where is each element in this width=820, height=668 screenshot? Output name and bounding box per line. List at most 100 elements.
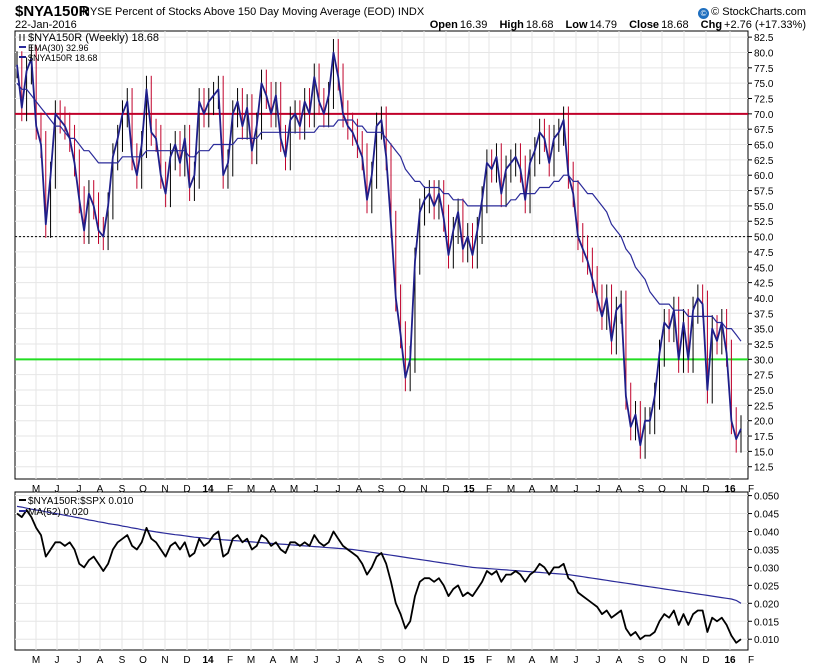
close-label: Close	[629, 19, 660, 31]
x-tick-label: J	[314, 484, 319, 495]
y-tick-label: 50.0	[754, 233, 774, 244]
y-tick-label: 75.0	[754, 79, 774, 90]
x-tick-label: F	[227, 484, 233, 495]
x-tick-label: O	[398, 655, 406, 666]
y-tick-label: 0.025	[754, 581, 779, 592]
x-tick-label: D	[702, 484, 709, 495]
copyright: © © StockCharts.com	[698, 6, 806, 19]
x-tick-label: A	[356, 655, 363, 666]
y-tick-label: 17.5	[754, 432, 774, 443]
x-tick-label: M	[32, 655, 40, 666]
x-tick-label: J	[55, 484, 60, 495]
x-tick-label: J	[77, 484, 82, 495]
x-tick-label: A	[529, 655, 536, 666]
x-tick-label: A	[356, 484, 363, 495]
y-tick-label: 0.035	[754, 545, 779, 556]
x-tick-label: 15	[463, 484, 475, 495]
x-tick-label: O	[658, 655, 666, 666]
x-tick-label: S	[378, 655, 385, 666]
y-tick-label: 0.020	[754, 599, 779, 610]
open-value: 16.39	[459, 19, 488, 31]
y-tick-label: 57.5	[754, 187, 774, 198]
x-tick-label: 14	[202, 655, 214, 666]
x-tick-label: M	[247, 655, 255, 666]
x-tick-label: J	[574, 484, 579, 495]
y-tick-label: 15.0	[754, 447, 774, 458]
x-tick-label: M	[32, 484, 40, 495]
low-label: Low	[565, 19, 588, 31]
x-tick-label: M	[507, 655, 515, 666]
y-tick-label: 0.015	[754, 617, 779, 628]
x-tick-label: J	[336, 655, 341, 666]
legend-entry: $NYA150R:$SPX 0.010	[28, 496, 134, 507]
x-tick-label: S	[638, 655, 645, 666]
x-tick-label: F	[486, 655, 492, 666]
legend-entry: $NYA150R (Weekly) 18.68	[28, 32, 159, 44]
x-tick-label: J	[596, 655, 601, 666]
x-tick-label: F	[486, 484, 492, 495]
y-tick-label: 0.050	[754, 492, 779, 503]
y-tick-label: 72.5	[754, 95, 774, 106]
x-tick-label: D	[183, 655, 190, 666]
chart-symbol: $NYA150R	[15, 3, 90, 20]
y-tick-label: 45.0	[754, 263, 774, 274]
x-tick-label: J	[574, 655, 579, 666]
x-tick-label: S	[119, 484, 126, 495]
chart-date: 22-Jan-2016	[15, 19, 77, 31]
ratio-line	[16, 509, 742, 644]
y-tick-label: 0.040	[754, 528, 779, 539]
x-tick-label: N	[420, 655, 427, 666]
x-tick-label: J	[55, 655, 60, 666]
y-tick-label: 65.0	[754, 141, 774, 152]
y-tick-label: 70.0	[754, 110, 774, 121]
open-label: Open	[429, 19, 458, 31]
y-tick-label: 20.0	[754, 417, 774, 428]
x-tick-label: J	[314, 655, 319, 666]
high-label: High	[499, 19, 524, 31]
x-tick-label: O	[139, 655, 147, 666]
x-tick-label: S	[638, 484, 645, 495]
chg-value: +2.76 (+17.33%)	[724, 19, 806, 31]
x-tick-label: O	[139, 484, 147, 495]
high-value: 18.68	[525, 19, 554, 31]
x-tick-label: 14	[202, 484, 214, 495]
x-tick-label: N	[420, 484, 427, 495]
legend-entry: MA(52) 0.020	[28, 507, 89, 518]
y-tick-label: 12.5	[754, 463, 774, 474]
y-tick-label: 77.5	[754, 64, 774, 75]
y-tick-label: 40.0	[754, 294, 774, 305]
x-tick-label: J	[336, 484, 341, 495]
x-tick-label: S	[378, 484, 385, 495]
low-value: 14.79	[589, 19, 618, 31]
y-tick-label: 67.5	[754, 125, 774, 136]
y-tick-label: 80.0	[754, 48, 774, 59]
y-tick-label: 32.5	[754, 340, 774, 351]
y-tick-label: 0.045	[754, 510, 779, 521]
copyright-text: © StockCharts.com	[711, 6, 806, 18]
ema30-line	[16, 82, 742, 342]
x-tick-label: N	[680, 484, 687, 495]
x-tick-label: J	[596, 484, 601, 495]
y-tick-label: 0.030	[754, 563, 779, 574]
x-tick-label: D	[442, 484, 449, 495]
x-tick-label: M	[550, 484, 558, 495]
price-line	[16, 51, 742, 447]
ratio-ma52-line	[16, 505, 742, 604]
x-tick-label: O	[658, 484, 666, 495]
x-tick-label: M	[550, 655, 558, 666]
x-tick-label: D	[442, 655, 449, 666]
y-tick-label: 0.010	[754, 635, 779, 646]
x-tick-label: F	[748, 655, 754, 666]
x-tick-label: A	[616, 484, 623, 495]
x-tick-label: N	[161, 484, 168, 495]
x-tick-label: A	[270, 484, 277, 495]
x-tick-label: A	[270, 655, 277, 666]
x-tick-label: J	[77, 655, 82, 666]
x-tick-label: A	[616, 655, 623, 666]
x-tick-label: O	[398, 484, 406, 495]
x-tick-label: F	[748, 484, 754, 495]
x-tick-label: 16	[724, 484, 736, 495]
x-tick-label: N	[161, 655, 168, 666]
y-tick-label: 62.5	[754, 156, 774, 167]
